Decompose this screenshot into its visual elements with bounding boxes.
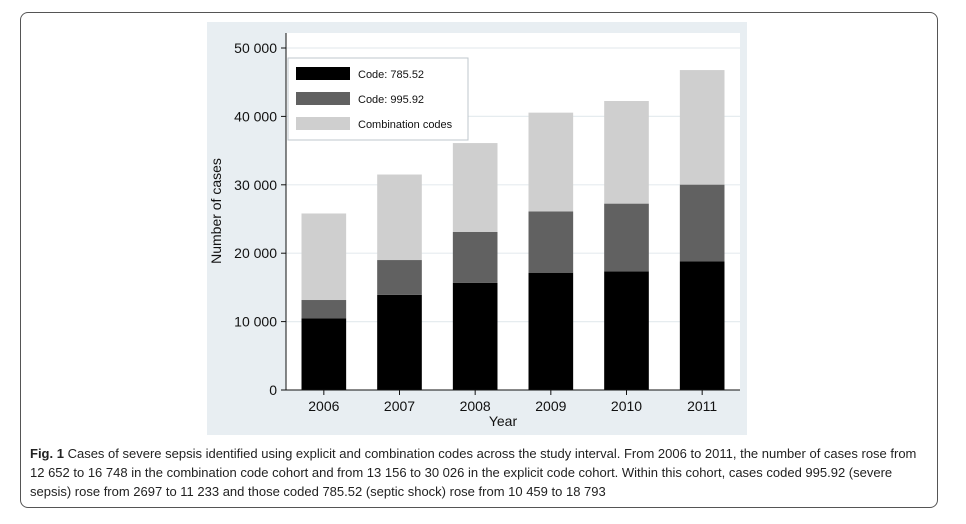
- legend-label: Combination codes: [358, 119, 453, 131]
- bar-segment: [528, 112, 574, 212]
- bar-segment: [679, 184, 725, 262]
- legend-label: Code: 785.52: [358, 69, 424, 81]
- bar-segment: [604, 101, 649, 204]
- bar-segment: [452, 143, 498, 232]
- y-tick-label: 40 000: [234, 108, 277, 124]
- y-tick-label: 10 000: [234, 314, 277, 330]
- x-ticks: 2006 2007 2008 2009 2010 2011: [308, 390, 717, 414]
- bar-segment: [679, 261, 725, 390]
- bar-segment: [452, 231, 498, 283]
- bar-segment: [377, 294, 422, 390]
- caption-text: Cases of severe sepsis identified using …: [30, 446, 917, 499]
- bar-segment: [377, 174, 422, 261]
- y-tick-label: 0: [269, 382, 277, 398]
- y-ticks: 0 10 000 20 000 30 000 40 000 50 000: [234, 40, 286, 398]
- bar-segment: [452, 282, 498, 390]
- x-tick-label: 2006: [308, 398, 339, 414]
- x-tick-label: 2009: [535, 398, 566, 414]
- bar-segment: [604, 271, 649, 390]
- x-tick-label: 2008: [460, 398, 491, 414]
- caption-label: Fig. 1: [30, 446, 64, 461]
- bar-segment: [528, 211, 574, 273]
- bar-segment: [301, 300, 347, 319]
- bar-segment: [377, 260, 422, 295]
- gridlines: [286, 33, 740, 390]
- legend-swatch: [296, 117, 350, 130]
- bar-segment: [301, 213, 347, 301]
- bar-segment: [679, 70, 725, 185]
- bar-segment: [604, 203, 649, 272]
- legend: Code: 785.52 Code: 995.92 Combination code…: [287, 57, 469, 141]
- y-tick-label: 30 000: [234, 177, 277, 193]
- stacked-bar-chart: 0 10 000 20 000 30 000 40 000 50 000 2006 2007…: [208, 33, 740, 429]
- y-tick-label: 20 000: [234, 245, 277, 261]
- bar-segment: [528, 272, 574, 390]
- axes: [285, 33, 740, 391]
- x-axis-label: Year: [489, 413, 518, 429]
- x-tick-label: 2007: [384, 398, 415, 414]
- y-tick-label: 50 000: [234, 40, 277, 56]
- legend-label: Code: 995.92: [358, 94, 424, 106]
- legend-swatch: [296, 67, 350, 80]
- legend-swatch: [296, 92, 350, 105]
- figure-caption: Fig. 1 Cases of severe sepsis identified…: [30, 444, 930, 501]
- x-tick-label: 2010: [611, 398, 642, 414]
- y-axis-label: Number of cases: [208, 158, 224, 264]
- x-tick-label: 2011: [687, 398, 717, 414]
- bars: [301, 70, 725, 390]
- bar-segment: [301, 318, 347, 390]
